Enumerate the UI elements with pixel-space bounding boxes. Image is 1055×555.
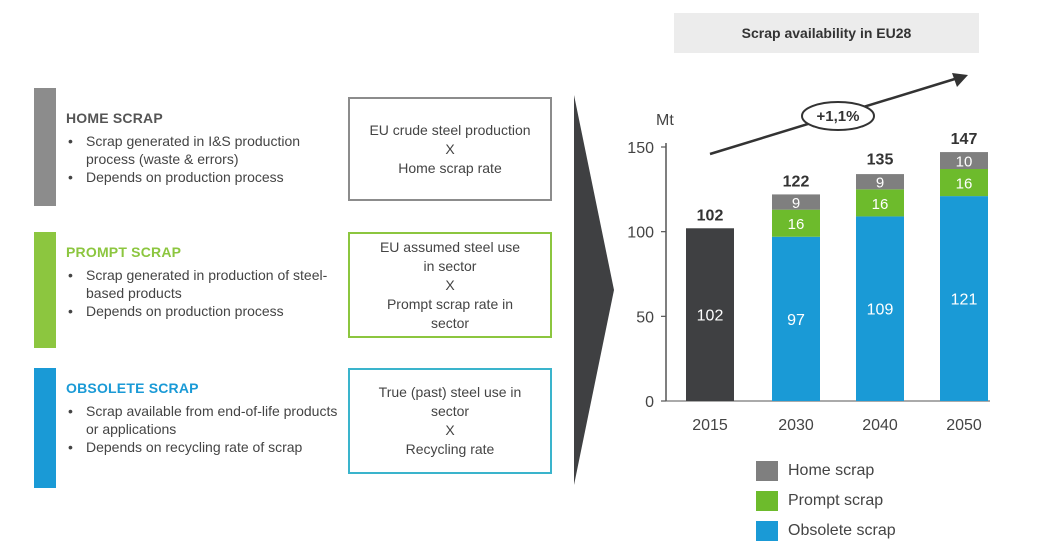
total-label: 122 [783,173,810,190]
home-scrap-formula-box: EU crude steel production X Home scrap r… [348,97,552,201]
bar-segment-home [940,152,988,170]
data-label: 97 [787,312,805,329]
bar-segment-prompt [940,169,988,197]
prompt-scrap-color-bar [34,232,56,348]
data-label: 121 [951,292,978,309]
formula-operator: X [445,276,455,293]
home-scrap-bullets: Scrap generated in I&S production proces… [66,132,344,186]
formula-term: Prompt scrap rate in sector [386,295,514,331]
prompt-scrap-bullets: Scrap generated in production of steel-b… [66,266,344,320]
legend-swatch [756,521,778,541]
formula-term: EU assumed steel use in sector [379,238,521,274]
total-label: 147 [951,131,978,148]
legend-label: Home scrap [788,462,875,479]
bar-segment-obsolete [940,196,988,401]
bar-segment-home [772,194,820,210]
list-item: Depends on production process [66,168,344,186]
legend-swatch [756,491,778,511]
y-tick-label: 0 [645,394,654,411]
y-axis-label: Mt [656,112,674,129]
formula-term: Home scrap rate [398,159,502,176]
y-tick-label: 100 [627,225,654,242]
data-label: 102 [697,308,724,325]
total-label: 135 [867,151,894,168]
data-label: 10 [956,154,973,171]
data-label: 16 [872,196,889,213]
growth-badge [801,101,875,131]
home-scrap-title: HOME SCRAP [66,110,163,126]
prompt-scrap-title: PROMPT SCRAP [66,244,182,260]
x-tick-label: 2015 [692,417,728,434]
legend-item-obsolete-scrap: Obsolete scrap [756,521,896,541]
bar-segment-obsolete [772,236,820,401]
obsolete-scrap-formula-box: True (past) steel use in sector X Recycl… [348,368,552,474]
x-tick-label: 2030 [778,417,814,434]
legend-swatch [756,461,778,481]
y-tick-label: 150 [627,140,654,157]
x-tick-label: 2050 [946,417,982,434]
formula-term: Recycling rate [405,441,495,457]
bar-2015-total [686,228,734,401]
list-item: Scrap generated in production of steel-b… [66,266,344,302]
total-label: 102 [697,207,724,224]
list-item: Depends on production process [66,302,344,320]
data-label: 16 [788,216,805,233]
legend-item-home-scrap: Home scrap [756,461,874,481]
formula-operator: X [445,422,455,438]
formula-term: EU crude steel production [369,121,531,138]
arrow-head-icon [952,73,968,87]
formula-term: True (past) steel use in sector [378,384,522,419]
formula-operator: X [445,140,455,157]
data-label: 16 [956,176,973,193]
growth-annotation: +1,1% [817,108,860,125]
x-tick-label: 2040 [862,417,898,434]
y-tick-label: 50 [636,309,654,326]
legend-label: Obsolete scrap [788,522,896,539]
list-item: Scrap generated in I&S production proces… [66,132,344,168]
chevron-arrow-icon [574,95,614,485]
bar-segment-obsolete [856,216,904,401]
obsolete-scrap-title: OBSOLETE SCRAP [66,380,199,396]
home-scrap-color-bar [34,88,56,206]
legend-item-prompt-scrap: Prompt scrap [756,491,883,511]
chart-title: Scrap availability in EU28 [674,13,979,53]
legend-label: Prompt scrap [788,492,884,509]
bar-segment-prompt [856,189,904,217]
data-label: 109 [867,302,894,319]
data-label: 9 [876,175,884,192]
list-item: Scrap available from end-of-life product… [66,402,348,438]
list-item: Depends on recycling rate of scrap [66,438,348,456]
bar-segment-home [856,174,904,190]
bar-segment-prompt [772,209,820,237]
data-label: 9 [792,195,800,212]
prompt-scrap-formula-box: EU assumed steel use in sector X Prompt … [348,232,552,338]
obsolete-scrap-bullets: Scrap available from end-of-life product… [66,402,348,456]
obsolete-scrap-color-bar [34,368,56,488]
